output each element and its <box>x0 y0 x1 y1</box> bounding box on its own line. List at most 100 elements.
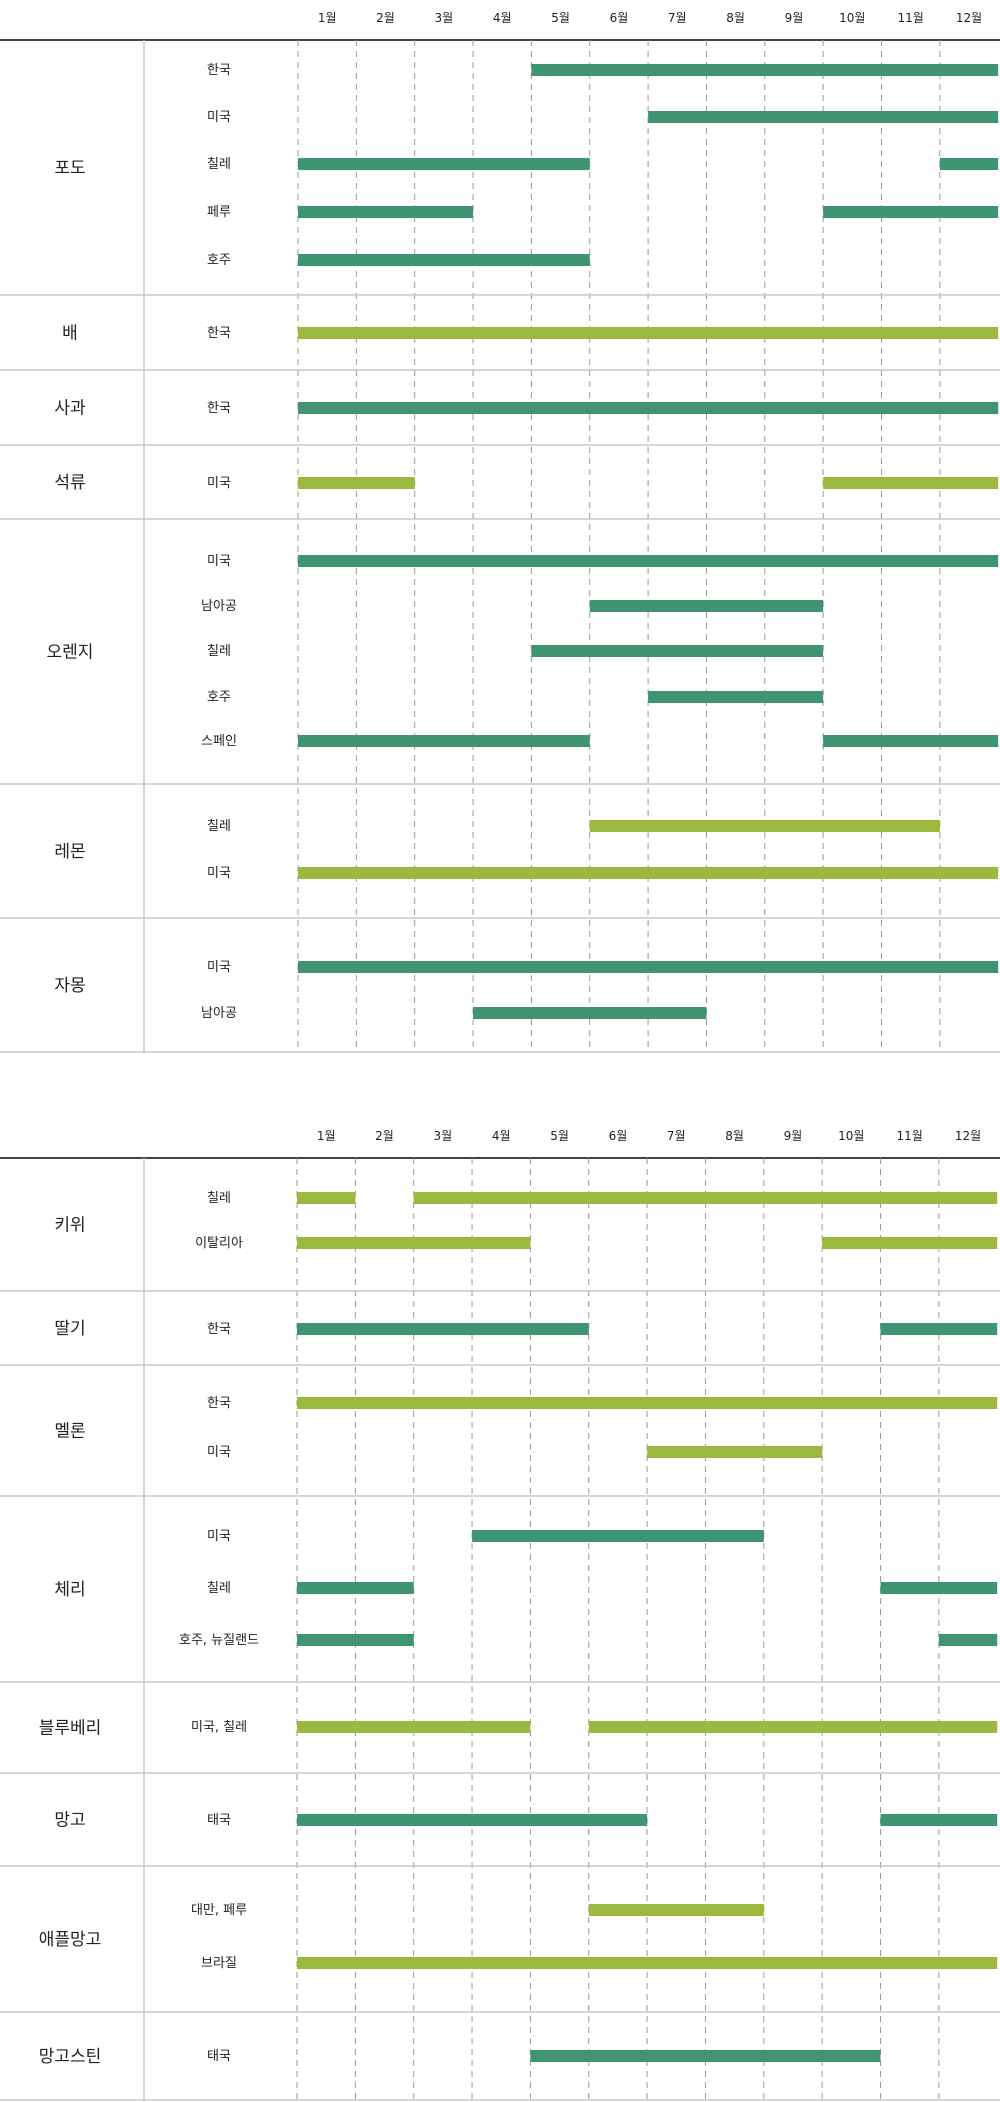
season-bar <box>531 645 824 657</box>
month-tick-label: 1월 <box>317 1129 336 1143</box>
month-tick-label: 12월 <box>956 11 982 25</box>
month-tick-label: 9월 <box>785 11 804 25</box>
month-tick-label: 1월 <box>318 11 337 25</box>
month-tick-label: 12월 <box>955 1129 981 1143</box>
season-bar <box>648 111 999 123</box>
origin-label: 호주 <box>207 253 231 268</box>
origin-label: 칠레 <box>207 157 231 172</box>
origin-label: 남아공 <box>201 599 237 614</box>
season-bar <box>880 1814 998 1826</box>
season-bar <box>648 691 824 703</box>
origin-label: 칠레 <box>207 819 231 834</box>
fruit-label: 포도 <box>54 159 85 179</box>
fruit-label: 망고스틴 <box>39 2047 102 2067</box>
origin-label: 호주 <box>207 690 231 705</box>
origin-label: 한국 <box>207 326 231 341</box>
season-bar <box>473 1007 707 1019</box>
season-bar <box>297 1192 356 1204</box>
month-tick-label: 7월 <box>668 11 687 25</box>
fruit-label: 키위 <box>54 1216 85 1236</box>
month-tick-label: 2월 <box>375 1129 394 1143</box>
origin-label: 페루 <box>207 205 231 220</box>
season-bar <box>298 206 474 218</box>
origin-label: 한국 <box>207 401 231 416</box>
month-tick-label: 10월 <box>839 11 865 25</box>
season-bar <box>413 1192 998 1204</box>
origin-label: 칠레 <box>207 1581 231 1596</box>
origin-label: 미국 <box>207 1445 231 1460</box>
season-bar <box>298 327 999 339</box>
month-tick-label: 10월 <box>838 1129 864 1143</box>
season-bar <box>589 600 824 612</box>
origin-label: 남아공 <box>201 1006 237 1021</box>
month-tick-label: 9월 <box>784 1129 803 1143</box>
fruit-label: 오렌지 <box>47 643 94 663</box>
origin-label: 호주, 뉴질랜드 <box>179 1633 259 1648</box>
origin-label: 태국 <box>207 1813 231 1828</box>
season-bar <box>531 64 999 76</box>
month-tick-label: 6월 <box>609 1129 628 1143</box>
month-tick-label: 11월 <box>898 11 924 25</box>
season-bar <box>880 1582 998 1594</box>
season-bar <box>647 1446 823 1458</box>
season-bar <box>589 820 940 832</box>
season-bar <box>822 1237 998 1249</box>
season-bar <box>823 206 999 218</box>
season-bar <box>298 867 999 879</box>
fruit-label: 석류 <box>54 473 85 493</box>
season-bar <box>472 1530 764 1542</box>
month-tick-label: 8월 <box>726 11 745 25</box>
season-bar <box>298 735 590 747</box>
month-tick-label: 11월 <box>897 1129 923 1143</box>
origin-label: 미국 <box>207 1529 231 1544</box>
fruit-label: 사과 <box>54 399 86 419</box>
season-bar <box>298 555 999 567</box>
season-bar <box>297 1634 414 1646</box>
origin-label: 미국 <box>207 476 231 491</box>
month-tick-label: 3월 <box>435 11 454 25</box>
season-bar <box>938 1634 998 1646</box>
month-tick-label: 6월 <box>610 11 629 25</box>
season-bar <box>823 477 999 489</box>
fruit-label: 체리 <box>54 1580 85 1600</box>
season-bar <box>297 1721 531 1733</box>
season-bar <box>823 735 999 747</box>
fruit-label: 레몬 <box>54 842 85 862</box>
month-tick-label: 2월 <box>376 11 395 25</box>
fruit-label: 망고 <box>54 1811 85 1831</box>
season-bar <box>297 1957 998 1969</box>
month-tick-label: 8월 <box>725 1129 744 1143</box>
origin-label: 미국 <box>207 554 231 569</box>
month-tick-label: 5월 <box>550 1129 569 1143</box>
origin-label: 브라질 <box>201 1956 237 1971</box>
month-tick-label: 3월 <box>434 1129 453 1143</box>
origin-label: 칠레 <box>207 644 231 659</box>
fruit-label: 멜론 <box>54 1422 85 1442</box>
origin-label: 미국 <box>207 110 231 125</box>
season-bar <box>298 402 999 414</box>
season-bar <box>298 961 999 973</box>
origin-label: 미국, 칠레 <box>191 1720 247 1735</box>
fruit-label: 블루베리 <box>39 1719 102 1739</box>
fruit-label: 애플망고 <box>39 1930 102 1950</box>
month-tick-label: 5월 <box>551 11 570 25</box>
origin-label: 대만, 페루 <box>191 1903 247 1918</box>
season-bar <box>530 2050 881 2062</box>
season-bar <box>298 477 415 489</box>
origin-label: 한국 <box>207 1396 231 1411</box>
origin-label: 태국 <box>207 2049 231 2064</box>
season-bar <box>588 1904 764 1916</box>
season-bar <box>880 1323 998 1335</box>
fruit-label: 자몽 <box>54 976 85 996</box>
season-bar <box>297 1814 648 1826</box>
season-bar <box>588 1721 998 1733</box>
origin-label: 이탈리아 <box>195 1236 243 1251</box>
season-bar <box>298 254 590 266</box>
month-tick-label: 4월 <box>492 1129 511 1143</box>
origin-label: 스페인 <box>201 734 237 749</box>
season-bar <box>297 1237 531 1249</box>
month-tick-label: 7월 <box>667 1129 686 1143</box>
season-bar <box>297 1323 589 1335</box>
season-bar <box>297 1582 414 1594</box>
